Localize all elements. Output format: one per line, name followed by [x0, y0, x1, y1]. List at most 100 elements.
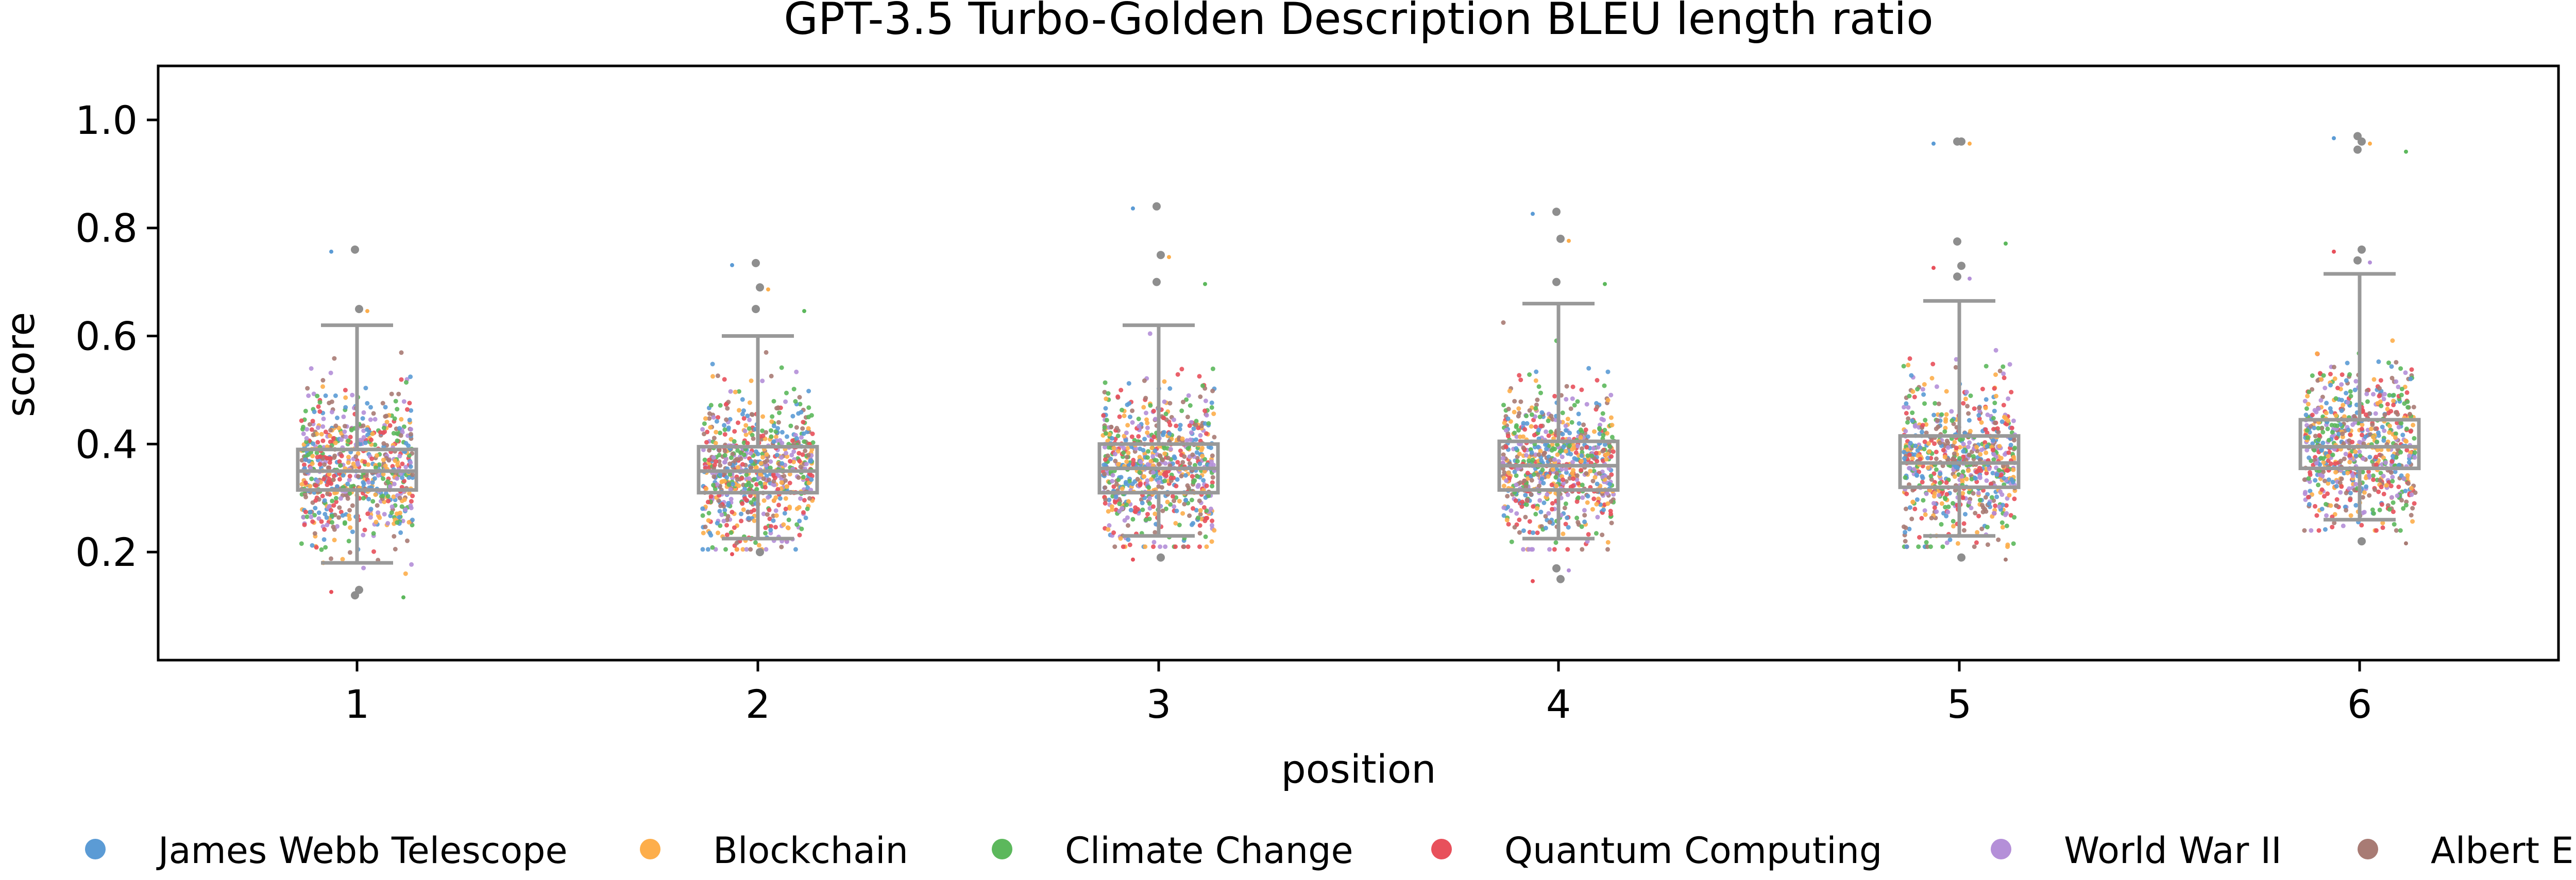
data-point	[299, 541, 304, 546]
data-point	[1174, 484, 1179, 489]
data-point	[1108, 456, 1113, 461]
data-point	[1185, 446, 1191, 451]
data-point	[2318, 377, 2324, 382]
data-point	[369, 456, 375, 461]
data-point	[1966, 411, 1971, 416]
data-point	[773, 435, 778, 439]
data-point	[392, 534, 397, 539]
data-point	[308, 510, 313, 514]
data-point	[1168, 446, 1173, 452]
data-point	[796, 505, 802, 510]
data-point	[395, 407, 400, 412]
data-point	[714, 429, 719, 435]
data-point	[2012, 445, 2018, 451]
data-point	[1976, 413, 1981, 418]
outlier-point	[1157, 251, 1165, 260]
data-point	[722, 508, 727, 513]
data-point	[704, 486, 709, 491]
data-point	[726, 427, 731, 432]
data-point	[1564, 384, 1569, 389]
data-point	[1901, 524, 1906, 529]
data-point	[1996, 429, 2001, 435]
data-point	[1571, 445, 1577, 451]
data-point	[337, 505, 342, 510]
data-point	[703, 465, 708, 471]
data-point	[1151, 504, 1156, 509]
data-point	[2309, 528, 2314, 533]
data-point	[395, 438, 400, 443]
data-point	[1971, 491, 1976, 496]
data-point	[1924, 540, 1929, 545]
data-point	[334, 484, 340, 489]
data-point	[790, 413, 795, 419]
data-point	[1144, 410, 1148, 416]
data-point	[771, 439, 776, 444]
data-point	[2342, 414, 2347, 419]
data-point	[2391, 399, 2396, 404]
data-point	[1967, 418, 1972, 423]
data-point	[1210, 480, 1215, 485]
legend-label: Climate Change	[1065, 830, 1353, 872]
data-point	[1945, 445, 1951, 450]
data-point	[722, 427, 727, 432]
data-point	[1918, 445, 1923, 450]
data-point	[2326, 481, 2331, 486]
data-point	[1552, 457, 1557, 462]
data-point	[1579, 453, 1584, 458]
data-point	[1563, 501, 1568, 506]
data-point	[304, 436, 309, 441]
data-point	[752, 497, 757, 502]
data-point	[1589, 453, 1595, 458]
data-point	[409, 499, 414, 504]
data-point	[2408, 411, 2412, 417]
data-point	[1536, 384, 1541, 389]
y-tick-label: 0.2	[75, 529, 138, 575]
data-point	[768, 524, 773, 529]
x-axis-label: position	[1281, 746, 1436, 792]
data-point	[2407, 453, 2412, 458]
data-point	[1509, 508, 1514, 513]
data-point	[1190, 452, 1195, 457]
data-point	[2379, 502, 2384, 507]
chart-title: GPT-3.5 Turbo-Golden Description BLEU le…	[784, 0, 1934, 45]
data-point	[1993, 503, 1998, 508]
data-point	[1601, 433, 1606, 438]
data-point	[1996, 537, 2001, 542]
data-point	[2324, 401, 2329, 406]
data-point	[361, 496, 366, 501]
data-point	[2364, 484, 2369, 489]
data-point	[715, 373, 720, 378]
data-point	[1998, 456, 2004, 461]
data-point	[748, 547, 753, 552]
data-point	[1117, 414, 1122, 419]
x-tick-label: 1	[345, 681, 369, 727]
data-point	[409, 427, 413, 432]
data-point	[1106, 509, 1111, 514]
data-point	[349, 484, 354, 489]
data-point	[393, 399, 398, 404]
data-point	[2329, 409, 2334, 415]
data-point	[779, 429, 785, 435]
data-point	[2381, 474, 2386, 478]
data-point	[380, 493, 385, 498]
data-point	[1910, 389, 1916, 394]
data-point	[355, 474, 361, 479]
data-point	[334, 499, 339, 504]
data-point	[2005, 544, 2010, 549]
data-point	[1548, 457, 1553, 462]
data-point	[2395, 493, 2400, 498]
data-point	[1110, 479, 1115, 484]
data-point	[309, 476, 314, 481]
data-point	[2374, 462, 2379, 468]
data-point	[394, 511, 399, 516]
data-point	[797, 519, 802, 524]
data-point	[726, 482, 732, 487]
data-point	[1107, 497, 1112, 503]
data-point	[2330, 430, 2335, 435]
data-point	[2405, 473, 2410, 478]
data-point	[1162, 399, 1167, 404]
data-point	[794, 436, 800, 441]
data-point	[308, 484, 313, 489]
data-point	[1925, 465, 1930, 470]
data-point	[1546, 433, 1551, 438]
